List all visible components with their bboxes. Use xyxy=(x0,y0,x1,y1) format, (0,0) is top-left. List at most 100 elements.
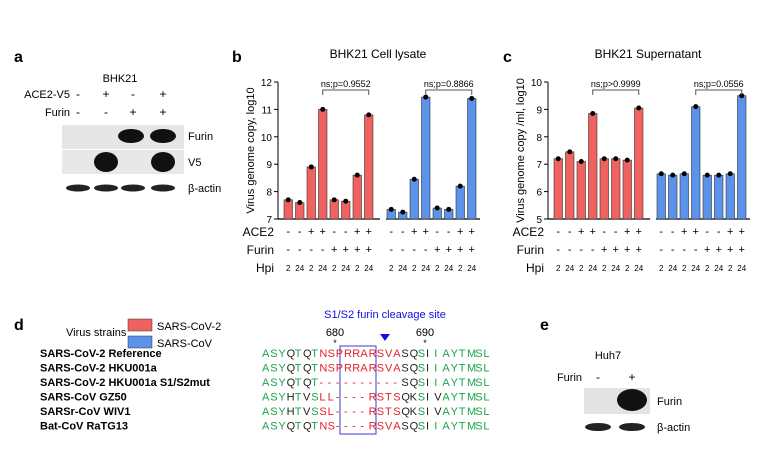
condition-hpi: 24 xyxy=(565,264,574,273)
residue: S xyxy=(418,363,425,375)
residue: S xyxy=(328,348,335,360)
significance-bracket xyxy=(592,89,640,95)
condition-hpi: 24 xyxy=(634,264,643,273)
residue: A xyxy=(262,377,270,389)
residue: L xyxy=(483,421,489,433)
residue: I xyxy=(434,363,437,375)
residue: I xyxy=(426,377,429,389)
residue: Q xyxy=(287,348,296,360)
condition-furin: - xyxy=(659,244,663,256)
residue: - xyxy=(352,377,356,389)
residue: S xyxy=(270,348,277,360)
residue: R xyxy=(369,348,377,360)
residue: A xyxy=(360,363,368,375)
residue: R xyxy=(369,392,377,404)
residue: - xyxy=(360,392,364,404)
strain-name: SARS-CoV-2 Reference xyxy=(40,348,162,360)
band xyxy=(66,184,90,192)
condition-ace2: - xyxy=(435,226,439,238)
residue: T xyxy=(459,421,466,433)
significance-bracket xyxy=(695,89,743,95)
residue: S xyxy=(401,348,408,360)
residue: A xyxy=(262,392,270,404)
residue: L xyxy=(328,392,334,404)
band xyxy=(150,129,176,143)
residue: A xyxy=(262,406,270,418)
condition-furin: - xyxy=(671,244,675,256)
residue: A xyxy=(442,377,450,389)
residue: P xyxy=(336,348,343,360)
condition-furin: - xyxy=(298,244,302,256)
condition-furin: - xyxy=(694,244,698,256)
residue: - xyxy=(336,406,340,418)
band xyxy=(118,129,144,143)
residue: M xyxy=(467,406,476,418)
chart-lysate: BHK21 Cell lysate Virus genome copy, log1… xyxy=(243,47,480,275)
condition-ace2: + xyxy=(739,226,745,238)
condition-furin: + xyxy=(601,244,607,256)
p-value-annotation: ns;p=0.0556 xyxy=(694,79,744,89)
band-label-v5: V5 xyxy=(188,157,201,169)
data-point xyxy=(388,206,394,212)
condition-furin: - xyxy=(286,244,290,256)
residue: - xyxy=(393,377,397,389)
condition-hpi: 24 xyxy=(421,264,430,273)
sign: + xyxy=(628,370,635,384)
residue: Y xyxy=(451,406,459,418)
residue: L xyxy=(483,377,489,389)
condition-furin: - xyxy=(401,244,405,256)
condition-hpi: 2 xyxy=(389,264,394,273)
residue: T xyxy=(295,377,302,389)
chart-title: BHK21 Cell lysate xyxy=(330,47,427,61)
residue: Y xyxy=(451,392,459,404)
condition-ace2: - xyxy=(602,226,606,238)
bar xyxy=(455,185,465,220)
residue: S xyxy=(328,363,335,375)
residue: T xyxy=(459,348,466,360)
condition-ace2: - xyxy=(298,226,302,238)
bar xyxy=(634,107,644,220)
residue: - xyxy=(336,421,340,433)
residue: T xyxy=(385,392,392,404)
condition-ace2: + xyxy=(308,226,314,238)
residue: V xyxy=(303,406,311,418)
data-point xyxy=(590,111,596,117)
condition-ace2: + xyxy=(457,226,463,238)
band xyxy=(151,184,175,192)
residue: S xyxy=(311,392,318,404)
bar xyxy=(588,113,598,220)
y-axis-label: Virus genome copy, log10 xyxy=(245,87,257,213)
band xyxy=(151,152,175,172)
data-point xyxy=(601,156,607,162)
y-tick-label: 10 xyxy=(261,133,273,144)
residue: Q xyxy=(303,377,312,389)
condition-hpi: 2 xyxy=(412,264,417,273)
condition-ace2: + xyxy=(320,226,326,238)
residue: S xyxy=(475,421,482,433)
panel-label-a: a xyxy=(14,49,23,66)
residue: - xyxy=(336,377,340,389)
residue: Q xyxy=(410,377,419,389)
residue: N xyxy=(319,348,327,360)
condition-furin: - xyxy=(309,244,313,256)
legend-swatch-sars-cov-2 xyxy=(127,318,153,332)
condition-ace2: - xyxy=(659,226,663,238)
residue: T xyxy=(311,421,318,433)
residue: S xyxy=(319,406,326,418)
condition-ace2: + xyxy=(636,226,642,238)
condition-furin: - xyxy=(321,244,325,256)
band-label-actin-e: β-actin xyxy=(657,422,690,434)
residue: Y xyxy=(278,406,286,418)
data-point xyxy=(636,105,642,111)
residue: S xyxy=(475,392,482,404)
band-label-furin: Furin xyxy=(188,131,213,143)
bar xyxy=(364,114,374,220)
condition-ace2: + xyxy=(366,226,372,238)
cleavage-site-title: S1/S2 furin cleavage site xyxy=(324,309,446,321)
residue: I xyxy=(426,406,429,418)
residue: - xyxy=(352,421,356,433)
data-point xyxy=(469,95,475,101)
condition-furin: - xyxy=(424,244,428,256)
legend-swatch-sars-cov xyxy=(127,335,153,349)
data-point xyxy=(285,197,291,203)
